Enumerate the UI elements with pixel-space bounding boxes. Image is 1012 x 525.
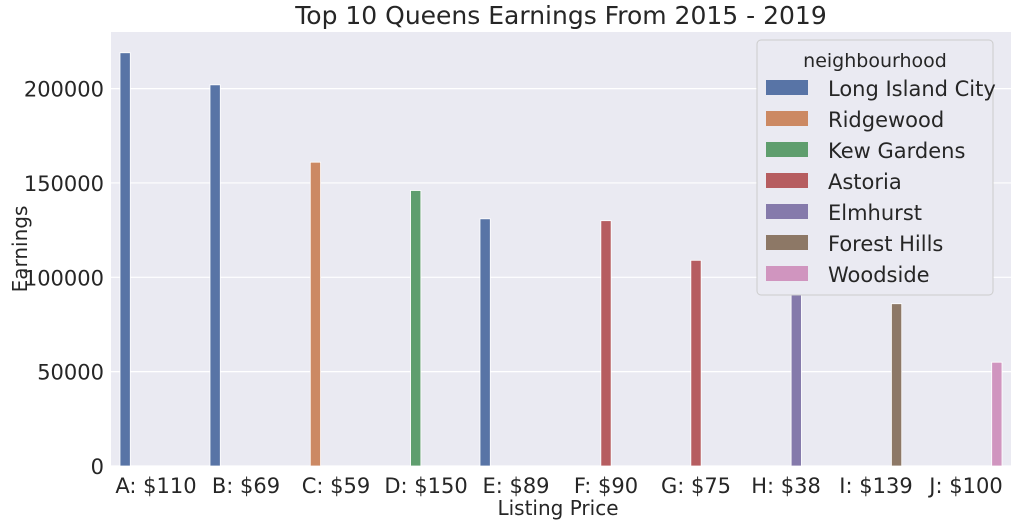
x-tick-label: F: $90 xyxy=(574,474,638,498)
x-tick-label: G: $75 xyxy=(661,474,731,498)
legend-title: neighbourhood xyxy=(803,50,947,72)
legend-label: Kew Gardens xyxy=(828,139,965,163)
y-tick-label: 150000 xyxy=(24,172,104,196)
x-axis-label: Listing Price xyxy=(497,496,618,520)
x-tick-label: B: $69 xyxy=(212,474,280,498)
bar xyxy=(309,161,321,467)
x-tick-label: H: $38 xyxy=(751,474,821,498)
bar xyxy=(690,259,702,467)
legend-box xyxy=(756,39,994,296)
bars xyxy=(119,52,1003,467)
bar xyxy=(600,220,612,467)
x-tick-label: C: $59 xyxy=(302,474,371,498)
chart-title: Top 10 Queens Earnings From 2015 - 2019 xyxy=(294,1,826,30)
y-tick-label: 50000 xyxy=(37,361,104,385)
legend-swatch xyxy=(766,235,808,250)
x-tick-label: E: $89 xyxy=(482,474,549,498)
legend-items: Long Island City Ridgewood Kew Gardens Asto… xyxy=(766,77,996,287)
y-axis-label: Earnings xyxy=(8,206,32,293)
legend-label: Forest Hills xyxy=(828,232,943,256)
x-tick-labels: A: $110 B: $69 C: $59 D: $150 E: $89 F: $90 G:… xyxy=(115,474,1002,498)
legend-swatch xyxy=(766,80,808,95)
legend-label: Ridgewood xyxy=(828,108,944,132)
legend-label: Elmhurst xyxy=(828,201,922,225)
y-tick-label: 200000 xyxy=(24,78,104,102)
y-tick-label: 100000 xyxy=(24,266,104,290)
bar xyxy=(891,303,903,467)
bar xyxy=(119,52,131,467)
x-tick-label: J: $100 xyxy=(927,474,1002,498)
bar xyxy=(410,190,422,467)
x-tick-label: A: $110 xyxy=(115,474,196,498)
legend-swatch xyxy=(766,142,808,157)
y-tick-label: 0 xyxy=(91,455,104,479)
legend-swatch xyxy=(766,204,808,219)
x-tick-label: I: $139 xyxy=(839,474,912,498)
legend-label: Astoria xyxy=(828,170,902,194)
legend-swatch xyxy=(766,266,808,281)
bar xyxy=(479,218,491,467)
bar xyxy=(209,84,221,467)
legend: neighbourhood Long Island City Ridgewood K… xyxy=(756,39,996,296)
legend-label: Long Island City xyxy=(828,77,996,101)
legend-swatch xyxy=(766,111,808,126)
legend-label: Woodside xyxy=(828,263,930,287)
bar xyxy=(991,361,1003,467)
y-tick-labels: 0 50000 100000 150000 200000 xyxy=(24,78,104,479)
bar xyxy=(790,282,802,467)
x-tick-label: D: $150 xyxy=(384,474,467,498)
legend-swatch xyxy=(766,173,808,188)
